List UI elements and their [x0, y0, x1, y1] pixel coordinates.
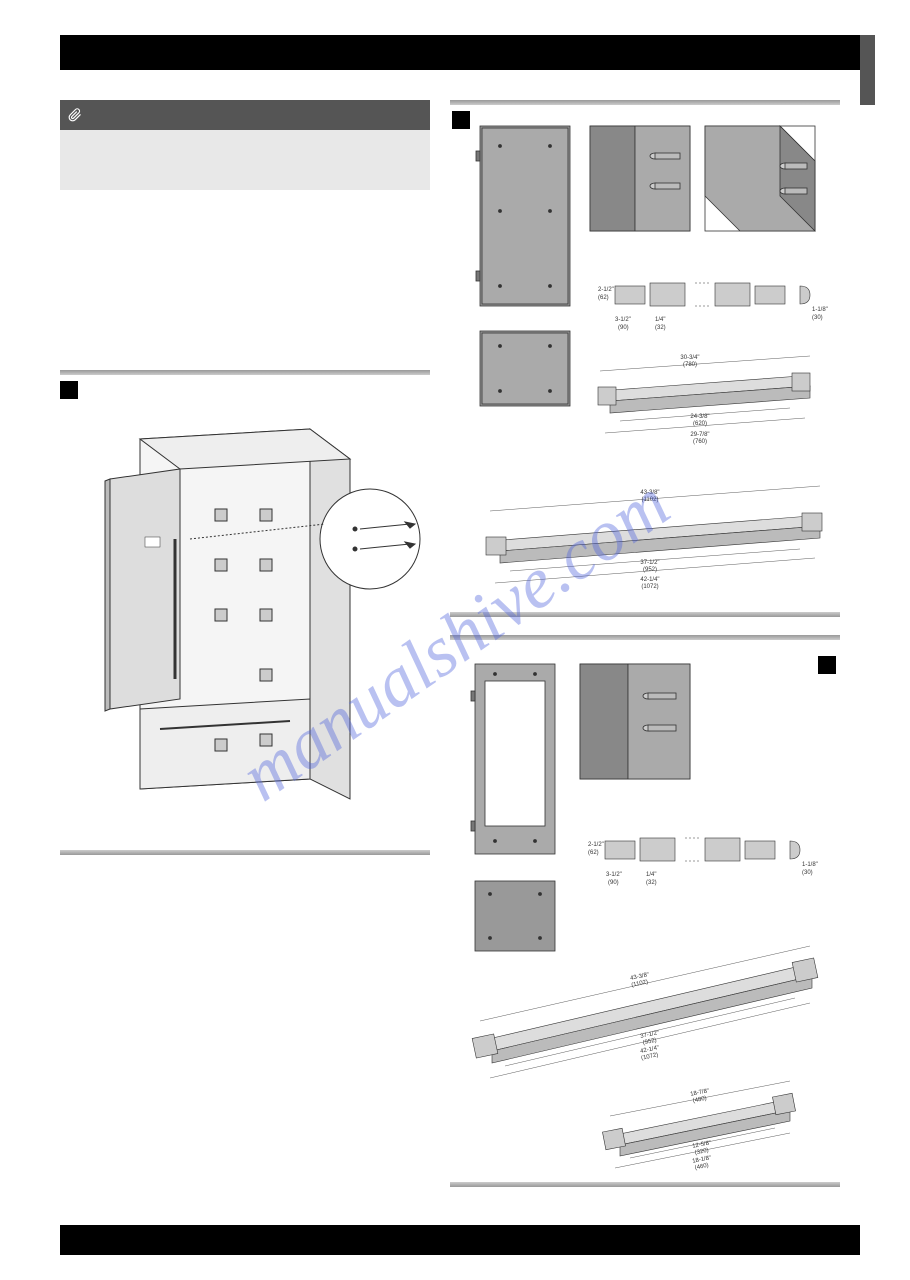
dim-label: 1-1/8": [802, 862, 818, 868]
dim-label: (30): [802, 870, 813, 876]
dim-label: (62): [598, 295, 609, 301]
dim-label: (1102): [642, 497, 659, 503]
fridge-diagram: [60, 409, 430, 839]
note-body: [60, 130, 430, 190]
dim-label: (952): [643, 567, 657, 573]
note-header: [60, 100, 430, 130]
dim-label: 2-1/2": [598, 287, 614, 293]
dim-label: (460): [694, 1163, 709, 1172]
dim-label: 37-1/2": [640, 560, 659, 566]
dim-label: 1/4": [655, 317, 665, 323]
step-marker-2: [452, 111, 470, 129]
right-column: 2-1/2" (62) 3-1/2" (90) 1/4" (32) 1-1/8"…: [450, 100, 840, 1187]
section-divider: [450, 635, 840, 640]
footer-bar: [60, 1225, 860, 1255]
dim-label: 30-3/4": [680, 355, 699, 361]
dim-label: (32): [655, 325, 666, 331]
section-2: 2-1/2" (62) 3-1/2" (90) 1/4" (32) 1-1/8"…: [450, 100, 840, 617]
dim-label: (620): [693, 421, 707, 427]
dim-label: 2-1/2": [588, 842, 604, 848]
dim-label: 43-3/8": [640, 490, 659, 496]
step-marker-1: [60, 381, 78, 399]
dim-label: 3-1/2": [615, 317, 631, 323]
dim-label: 29-7/8": [690, 432, 709, 438]
header-bar: [60, 35, 860, 70]
panel-diagram-2: 2-1/2" (62) 3-1/2" (90) 1/4" (32) 1-1/8"…: [450, 111, 840, 606]
dim-label: (480): [692, 1096, 707, 1105]
dim-label: (1072): [641, 584, 658, 590]
panel-box-3: 2-1/2" (62) 3-1/2" (90) 1/4" (32) 1-1/8"…: [450, 646, 840, 1176]
dim-label: 24-3/8": [690, 414, 709, 420]
section-1: [60, 370, 430, 855]
dim-label: 1/4": [646, 872, 656, 878]
panel-diagram-3: 2-1/2" (62) 3-1/2" (90) 1/4" (32) 1-1/8"…: [450, 646, 840, 1176]
dim-label: (32): [646, 880, 657, 886]
dim-label: (62): [588, 850, 599, 856]
page-tab: [860, 35, 875, 105]
section-divider: [450, 100, 840, 105]
dim-label: (90): [608, 880, 619, 886]
dim-label: (90): [618, 325, 629, 331]
left-column: [60, 100, 430, 855]
section-divider: [450, 1182, 840, 1187]
dim-label: (30): [812, 315, 823, 321]
section-divider: [450, 612, 840, 617]
dim-label: (780): [683, 362, 697, 368]
paperclip-icon: [68, 106, 82, 124]
section-divider: [60, 370, 430, 375]
panel-box-2: 2-1/2" (62) 3-1/2" (90) 1/4" (32) 1-1/8"…: [450, 111, 840, 606]
dim-label: (760): [693, 439, 707, 445]
section-3: 2-1/2" (62) 3-1/2" (90) 1/4" (32) 1-1/8"…: [450, 635, 840, 1187]
step-marker-3: [818, 656, 836, 674]
dim-label: 42-1/4": [640, 577, 659, 583]
section-divider: [60, 850, 430, 855]
dim-label: 3-1/2": [606, 872, 622, 878]
dim-label: 1-1/8": [812, 307, 828, 313]
